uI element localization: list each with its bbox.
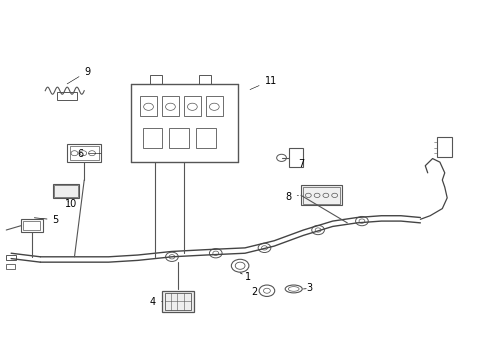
Text: 10: 10 [65,199,77,209]
Text: 1: 1 [240,272,251,282]
Bar [162,291,194,312]
Bar [54,185,78,197]
Bar [199,75,211,84]
Text: 11: 11 [250,76,277,90]
Text: 6: 6 [77,149,101,159]
Bar [162,96,179,116]
Bar [301,185,343,205]
Text: 8: 8 [286,192,298,202]
Bar [67,144,101,162]
Text: 9: 9 [67,67,90,84]
Bar [196,128,216,148]
Bar [303,187,341,203]
Text: 5: 5 [34,215,59,225]
Text: 4: 4 [150,297,162,307]
Bar [57,93,77,100]
Bar [24,221,40,230]
Bar [289,148,303,167]
Text: 2: 2 [251,287,257,297]
Bar [150,75,162,84]
Text: 3: 3 [303,283,312,293]
Bar [6,264,15,269]
Bar [70,146,99,160]
Bar [206,96,223,116]
Bar [438,137,452,157]
Bar [170,128,189,148]
Bar [21,219,43,232]
Bar [143,128,162,148]
Text: 7: 7 [298,159,305,170]
Bar [140,96,157,116]
Bar [184,96,201,116]
Bar [6,255,16,260]
Bar [52,184,79,198]
Bar [165,293,192,310]
